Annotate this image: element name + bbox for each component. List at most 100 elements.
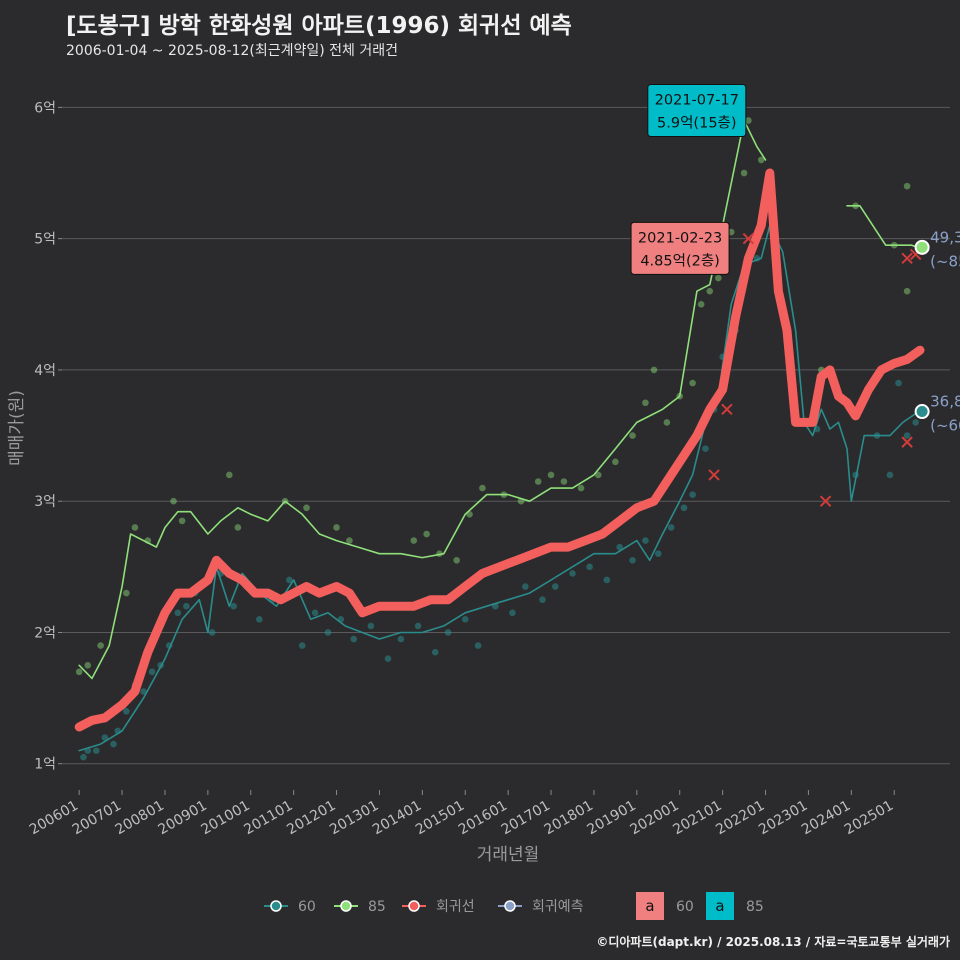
callouts: 2021-07-17 5.9억(15층) 2021-02-23 4.85억(2층) (630, 84, 747, 275)
point-85 (903, 287, 911, 295)
point-60 (474, 642, 482, 649)
point-60 (569, 570, 576, 577)
point-85 (715, 274, 722, 282)
series-line-85 (78, 119, 767, 680)
x-marker-stroke (742, 232, 755, 245)
y-tick-label: 4억 (34, 363, 56, 379)
point-85 (706, 287, 714, 295)
x-tick-label: 200801 (113, 798, 167, 839)
x-tick-label: 201101 (241, 798, 295, 839)
point-85 (663, 419, 671, 426)
point-85 (410, 537, 418, 544)
legend-badge (706, 892, 734, 920)
chart-subtitle: 2006-01-04 ~ 2025-08-12(최근계약일) 전체 거래건 (66, 43, 398, 59)
legend-dot (408, 900, 420, 912)
x-tick-label: 201301 (327, 798, 381, 839)
point-60 (397, 635, 405, 643)
point-85 (534, 478, 542, 485)
legend-item-회귀선: 회귀선 (402, 899, 475, 915)
point-60 (586, 563, 593, 571)
callout-value: 4.85억(2층) (640, 252, 720, 269)
point-85 (170, 497, 177, 505)
prediction-value-label: 49,340 (930, 228, 960, 246)
legend-label: 회귀예측 (532, 899, 584, 915)
point-60 (689, 491, 696, 498)
callout-box (647, 84, 747, 138)
x-marker-stroke (708, 469, 720, 481)
legend-label: 85 (368, 899, 386, 915)
callout-box (630, 221, 730, 275)
point-60 (903, 432, 911, 439)
point-60 (80, 753, 87, 761)
callout-date: 2021-02-23 (638, 230, 722, 246)
x-tick-label: 201701 (499, 798, 553, 839)
x-tick-label: 201001 (198, 798, 252, 839)
point-85 (123, 589, 130, 597)
point-85 (453, 556, 460, 564)
point-60 (702, 445, 709, 452)
point-60 (148, 668, 156, 676)
x-axis-label: 거래년월 (477, 845, 540, 865)
x-tick-label: 202201 (713, 798, 767, 839)
point-85 (903, 182, 911, 190)
point-60 (256, 616, 263, 623)
legend-dot (340, 900, 352, 912)
y-tick-label: 5억 (34, 232, 56, 248)
point-60 (461, 616, 469, 623)
x-tick-label: 202401 (799, 798, 853, 839)
y-tick-label: 2억 (34, 625, 56, 641)
x-marker (901, 252, 913, 265)
point-60 (298, 642, 306, 649)
point-60 (123, 707, 130, 715)
x-tick-label: 201401 (370, 798, 424, 839)
point-85 (479, 484, 486, 492)
point-60 (208, 629, 216, 636)
x-tick-label: 202301 (756, 798, 810, 839)
point-60 (895, 379, 902, 387)
x-marker (819, 495, 832, 507)
source-footer: ©디아파트(dapt.kr) / 2025.08.13 / 자료=국토교통부 실… (596, 935, 950, 949)
x-tick-label: 201601 (456, 798, 510, 839)
x-marker (721, 403, 733, 416)
point-85 (697, 300, 705, 308)
x-tick-label: 202001 (627, 798, 681, 839)
point-60 (324, 629, 332, 636)
point-85 (131, 524, 139, 531)
point-85 (97, 642, 104, 649)
point-60 (680, 504, 688, 512)
scatter-points (75, 117, 919, 761)
point-60 (93, 747, 100, 754)
legend-item-회귀예측: 회귀예측 (498, 899, 584, 915)
point-85 (303, 504, 310, 512)
x-marker (742, 232, 755, 245)
legend-badge-glyph: a (645, 897, 654, 915)
point-60 (642, 537, 649, 544)
series-line-85-recent (846, 205, 921, 249)
point-60 (522, 583, 529, 590)
x-tick-label: 201901 (585, 798, 639, 839)
point-85 (745, 117, 752, 124)
point-85 (629, 432, 636, 439)
legend-item-60: 60 (264, 899, 316, 915)
point-85 (547, 471, 555, 479)
point-60 (140, 688, 147, 695)
series-line-회귀선 (74, 168, 925, 732)
x-marker (901, 436, 913, 448)
point-85 (226, 471, 233, 479)
point-85 (757, 156, 765, 164)
point-85 (650, 366, 658, 374)
legend-label: 회귀선 (436, 899, 475, 915)
x-tick-label: 200701 (70, 798, 124, 839)
callout-value: 5.9억(15층) (657, 115, 737, 132)
point-85 (560, 478, 568, 485)
point-60 (552, 583, 559, 590)
point-60 (174, 609, 182, 617)
x-marker (708, 469, 720, 481)
point-60 (350, 635, 358, 643)
x-marker-stroke (901, 436, 913, 448)
point-60 (367, 622, 375, 630)
point-60 (311, 609, 319, 617)
point-85 (689, 379, 696, 387)
point-60 (667, 524, 675, 531)
